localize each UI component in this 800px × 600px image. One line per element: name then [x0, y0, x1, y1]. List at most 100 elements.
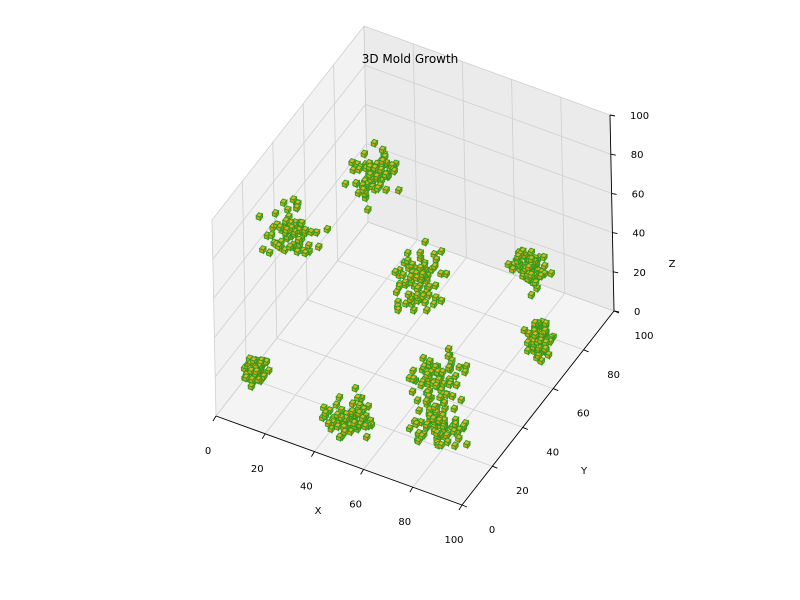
voxel-side-face [535, 331, 539, 341]
y-tick-label: 40 [546, 447, 559, 458]
mold-voxel [394, 305, 403, 315]
mold-voxel [359, 185, 368, 195]
voxel-side-face [437, 429, 441, 439]
mold-voxel [413, 290, 422, 301]
voxel-side-face [449, 363, 453, 373]
voxel-side-face [352, 399, 357, 409]
grid-line-y-side [333, 64, 338, 261]
mold-voxel [403, 248, 412, 259]
y-tick-label: 20 [516, 486, 529, 497]
voxel-side-face [450, 365, 454, 375]
voxel-side-face [327, 225, 332, 235]
grid-line-z-side [212, 64, 366, 260]
y-tick-mark [522, 426, 528, 430]
voxel-side-face [444, 422, 448, 431]
voxel-side-face [414, 306, 418, 316]
voxel-side-face [396, 160, 400, 169]
voxel-side-face [434, 300, 438, 310]
voxel-side-face [436, 293, 440, 303]
voxel-side-face [331, 425, 335, 434]
voxel-side-face [441, 247, 446, 257]
mold-voxel [408, 387, 417, 397]
voxel-side-face [455, 442, 459, 451]
voxel-side-face [424, 262, 428, 271]
voxel-side-face [269, 248, 274, 258]
mold-voxel [293, 203, 301, 213]
grid-line-x-back [560, 97, 566, 294]
mold-voxel [280, 245, 289, 256]
voxel-side-face [435, 281, 440, 291]
voxel-side-face [364, 405, 368, 415]
z-tick-mark [612, 232, 618, 235]
voxel-side-face [421, 381, 425, 391]
voxel-side-face [417, 396, 422, 406]
mold-voxel [531, 318, 539, 329]
grid-lines [211, 25, 615, 506]
mold-voxel [314, 242, 323, 252]
voxel-side-face [455, 420, 460, 430]
mold-voxel [439, 421, 448, 431]
voxel-side-face [467, 440, 471, 450]
grid-line-z-side [215, 221, 369, 417]
voxel-side-face [444, 399, 448, 409]
voxel-side-face [339, 433, 344, 443]
mold-voxel [285, 242, 294, 252]
mold-voxel [435, 416, 444, 426]
voxel-side-face [439, 416, 443, 426]
mold-voxel [437, 269, 445, 279]
voxel-side-face [368, 205, 372, 215]
mold-voxel [304, 240, 313, 251]
mold-voxel [437, 246, 446, 257]
mold-voxel [454, 434, 463, 444]
mold-voxel [524, 262, 533, 273]
voxel-side-face [436, 255, 441, 265]
grid-line-z-side [213, 104, 366, 299]
grid-line-z-side [211, 25, 365, 221]
voxel-side-face [410, 273, 415, 282]
voxel-side-face [519, 260, 523, 269]
mold-voxel [279, 198, 288, 208]
mold-voxel [341, 179, 350, 189]
voxel-side-face [513, 265, 517, 275]
voxel-side-face [253, 356, 258, 366]
grid-line-z-side [214, 143, 367, 338]
voxel-side-face [408, 290, 413, 300]
voxel-side-face [420, 249, 424, 258]
mold-voxel [520, 325, 529, 336]
voxel-side-face [381, 166, 385, 175]
mold-voxel [448, 391, 457, 402]
voxel-side-face [258, 375, 262, 385]
mold-voxel [445, 363, 453, 373]
z-tick-mark [611, 192, 617, 195]
mold-voxel [359, 404, 368, 415]
mold-voxel [362, 432, 371, 443]
mold-voxel [440, 398, 449, 409]
mold-voxel [443, 437, 452, 448]
mold-voxel [457, 395, 466, 405]
mold-voxel [451, 371, 460, 382]
z-tick-label: 20 [633, 268, 646, 279]
voxel-side-face [417, 291, 421, 301]
mold-voxel [409, 374, 418, 385]
mold-voxel [276, 222, 284, 233]
voxel-side-face [374, 139, 379, 149]
mold-voxel [409, 366, 418, 376]
voxel-side-face [446, 431, 451, 441]
mold-voxel [430, 261, 439, 272]
voxel-side-face [398, 306, 402, 315]
mold-voxel [301, 225, 310, 236]
mold-voxel [541, 344, 550, 354]
grid-line-z-back [363, 25, 611, 116]
y-tick-mark [492, 465, 498, 469]
mold-voxel [452, 380, 461, 391]
mold-voxel [423, 370, 432, 380]
mold-voxel [540, 261, 549, 271]
grid-line-y-floor [307, 299, 554, 389]
x-tick-mark [360, 469, 364, 475]
mold-voxel [248, 375, 256, 385]
voxel-side-face [319, 243, 323, 252]
mold-voxel [340, 427, 349, 438]
voxel-side-face [302, 219, 306, 229]
mold-voxel [258, 245, 267, 255]
mold-voxel [508, 264, 517, 275]
